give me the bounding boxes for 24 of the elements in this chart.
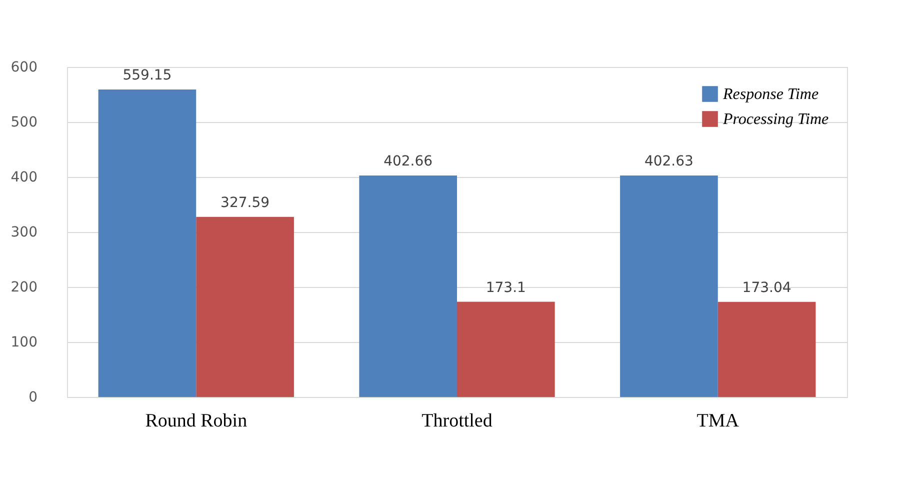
bar bbox=[359, 176, 457, 397]
data-label: 173.1 bbox=[486, 280, 526, 296]
x-tick-label: Throttled bbox=[422, 410, 493, 432]
y-tick-label: 0 bbox=[28, 390, 38, 406]
x-tick-label: Round Robin bbox=[145, 410, 248, 432]
legend-label: Processing Time bbox=[722, 111, 829, 128]
y-tick-label: 400 bbox=[10, 170, 38, 186]
bar bbox=[620, 176, 718, 397]
data-label: 173.04 bbox=[742, 280, 792, 296]
data-label: 559.15 bbox=[122, 67, 172, 84]
y-tick-label: 200 bbox=[10, 280, 38, 296]
bar bbox=[196, 216, 294, 397]
data-label: 327.59 bbox=[220, 194, 270, 211]
y-tick-label: 600 bbox=[10, 60, 38, 76]
bar bbox=[718, 302, 816, 397]
legend-label: Response Time bbox=[722, 86, 819, 103]
data-label: 402.66 bbox=[384, 154, 433, 170]
bar bbox=[98, 89, 196, 397]
bar bbox=[457, 302, 555, 397]
y-tick-label: 300 bbox=[10, 224, 38, 240]
x-tick-label: TMA bbox=[696, 410, 740, 432]
data-label: 402.63 bbox=[644, 154, 694, 170]
y-tick-label: 500 bbox=[10, 114, 38, 130]
y-tick-label: 100 bbox=[10, 334, 38, 350]
